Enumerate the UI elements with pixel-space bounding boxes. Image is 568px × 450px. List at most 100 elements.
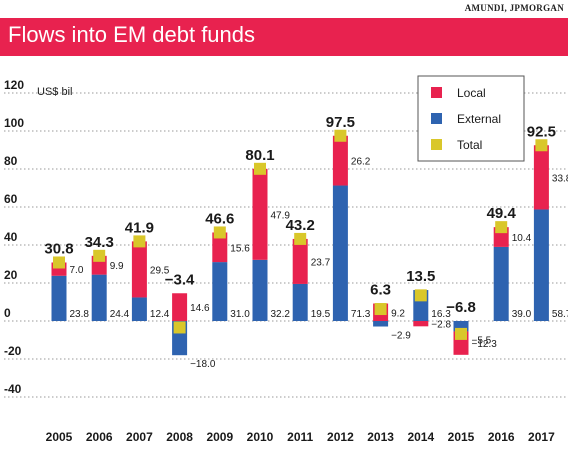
label-external: 19.5 <box>311 309 331 320</box>
bar-external <box>332 185 348 321</box>
x-tick-label: 2009 <box>206 430 233 444</box>
total-marker <box>535 139 548 152</box>
label-local: 23.7 <box>311 257 331 268</box>
total-marker <box>374 303 387 316</box>
unit-label: US$ bil <box>37 86 72 98</box>
x-tick-label: 2016 <box>488 430 515 444</box>
legend-swatch-external <box>431 113 442 124</box>
legend-swatch-local <box>431 87 442 98</box>
y-tick-label: 120 <box>4 78 24 92</box>
x-tick-label: 2015 <box>448 430 475 444</box>
label-local: 26.2 <box>351 157 371 168</box>
bars <box>51 129 549 356</box>
total-marker <box>53 256 65 269</box>
label-local: 14.6 <box>190 303 210 314</box>
bar-local <box>332 135 348 186</box>
label-external: 16.3 <box>431 309 451 320</box>
total-marker <box>414 289 427 302</box>
x-axis: 2005 2006 2007 2008 2009 2010 2011 2012 2013 2014… <box>46 430 555 444</box>
label-local: 29.5 <box>150 265 170 276</box>
y-tick-label: 0 <box>4 306 11 320</box>
total-marker <box>294 232 307 245</box>
x-tick-label: 2013 <box>367 430 394 444</box>
label-local: 9.2 <box>391 308 405 319</box>
bar-external <box>212 262 228 321</box>
bar-external <box>533 209 549 321</box>
total-marker <box>213 226 226 239</box>
label-local: 9.9 <box>110 261 124 272</box>
total-marker <box>173 321 186 334</box>
x-tick-label: 2005 <box>46 430 73 444</box>
x-tick-label: 2014 <box>407 430 434 444</box>
y-tick-label: -20 <box>4 344 22 358</box>
label-total: 97.5 <box>326 114 355 131</box>
bar-external <box>453 321 469 332</box>
label-total: 92.5 <box>527 123 556 140</box>
total-marker <box>133 235 146 248</box>
label-total: 46.6 <box>205 210 234 227</box>
total-marker <box>254 162 266 175</box>
bar-local <box>533 145 549 210</box>
label-external: 58.7 <box>552 309 568 320</box>
title-bar: Flows into EM debt funds <box>0 18 568 56</box>
y-tick-label: 80 <box>4 154 18 168</box>
label-external: −2.9 <box>391 331 411 342</box>
total-marker <box>334 129 347 142</box>
legend-label-local: Local <box>457 86 486 100</box>
label-external: 23.8 <box>70 309 90 320</box>
legend-swatch-total <box>431 139 442 150</box>
bar-external <box>51 275 67 321</box>
x-tick-label: 2008 <box>166 430 193 444</box>
label-total: 80.1 <box>245 147 274 164</box>
label-local: −2.8 <box>431 320 451 331</box>
legend: Local External Total <box>417 75 525 162</box>
total-marker <box>93 249 106 262</box>
bar-external <box>292 283 308 321</box>
data-labels: 23.8 7.0 30.8 24.4 9.9 34.3 12.4 29.5 41.9 −18.0 1… <box>44 114 568 370</box>
source-credit: AMUNDI, JPMORGAN <box>464 3 564 13</box>
x-tick-label: 2006 <box>86 430 113 444</box>
legend-label-total: Total <box>457 138 482 152</box>
y-tick-label: -40 <box>4 382 22 396</box>
label-external: 39.0 <box>512 309 532 320</box>
label-local: 47.9 <box>271 210 291 221</box>
label-local: 15.6 <box>230 243 250 254</box>
y-tick-label: 40 <box>4 230 18 244</box>
y-tick-label: 100 <box>4 116 24 130</box>
bar-external <box>493 246 509 321</box>
bar-local <box>131 241 147 298</box>
x-tick-label: 2012 <box>327 430 354 444</box>
label-total: −6.8 <box>446 299 476 316</box>
label-local: −12.3 <box>472 339 498 350</box>
legend-label-external: External <box>457 112 501 126</box>
x-tick-label: 2010 <box>247 430 274 444</box>
x-tick-label: 2017 <box>528 430 555 444</box>
label-external: 71.3 <box>351 309 371 320</box>
label-total: 13.5 <box>406 268 435 285</box>
bar-external <box>373 321 389 327</box>
y-tick-label: 60 <box>4 192 18 206</box>
bar-local <box>172 293 188 321</box>
chart-title: Flows into EM debt funds <box>8 22 256 47</box>
label-total: 6.3 <box>370 282 391 299</box>
label-local: 10.4 <box>512 233 532 244</box>
label-total: 41.9 <box>125 219 154 236</box>
label-external: −18.0 <box>190 359 216 370</box>
total-marker <box>495 221 508 234</box>
label-external: 32.2 <box>271 309 291 320</box>
y-axis: -40 -20 0 20 40 60 80 100 120 <box>4 78 24 396</box>
bar-external <box>91 274 107 321</box>
label-local: 33.8 <box>552 173 568 184</box>
bar-external <box>252 259 268 321</box>
label-external: −5.5 <box>472 335 492 346</box>
x-tick-label: 2007 <box>126 430 153 444</box>
label-external: 31.0 <box>230 309 250 320</box>
bar-external <box>131 297 147 321</box>
y-tick-label: 20 <box>4 268 18 282</box>
label-total: 49.4 <box>487 205 517 222</box>
total-marker <box>455 327 467 340</box>
bar-local <box>413 321 429 327</box>
bar-local <box>212 232 228 263</box>
label-local: 7.0 <box>70 265 84 276</box>
